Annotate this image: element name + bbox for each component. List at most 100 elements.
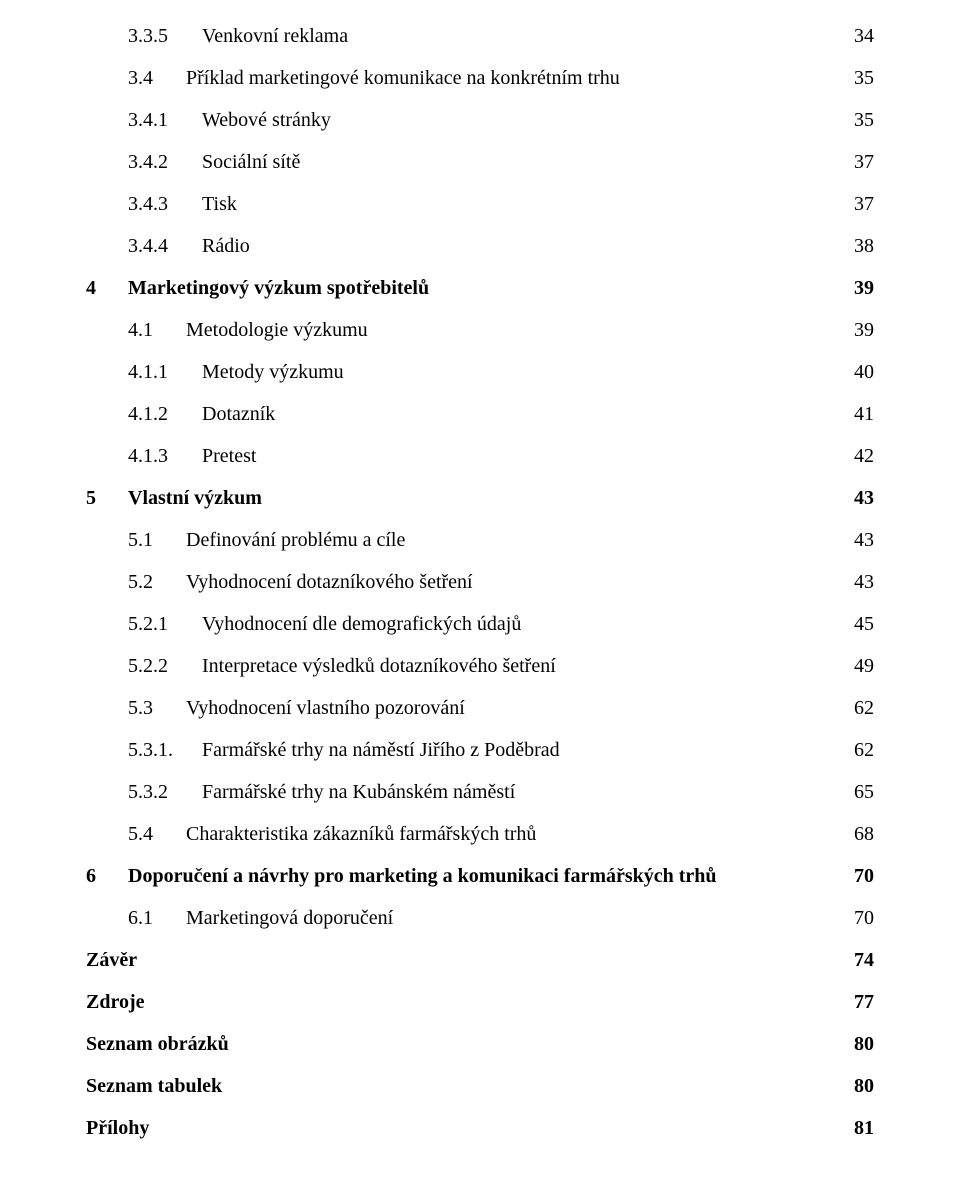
toc-entry-page: 45 [834, 614, 874, 634]
toc-entry: Přílohy 81 [86, 1118, 874, 1138]
toc-entry-page: 68 [834, 824, 874, 844]
toc-entry-title: Vlastní výzkum [128, 488, 262, 508]
toc-entry-title: Závěr [86, 950, 137, 970]
toc-entry: 5.1Definování problému a cíle 43 [86, 530, 874, 550]
toc-entry-left: 4.1Metodologie výzkumu [86, 320, 368, 340]
toc-entry-title: Webové stránky [202, 110, 331, 130]
toc-entry-page: 77 [834, 992, 874, 1012]
toc-entry-title: Definování problému a cíle [186, 530, 405, 550]
toc-entry-page: 81 [834, 1118, 874, 1138]
toc-entry-title: Charakteristika zákazníků farmářských tr… [186, 824, 536, 844]
toc-entry-page: 74 [834, 950, 874, 970]
toc-entry-left: 6.1Marketingová doporučení [86, 908, 393, 928]
toc-entry-title: Vyhodnocení dotazníkového šetření [186, 572, 473, 592]
toc-entry-left: 5.4Charakteristika zákazníků farmářských… [86, 824, 536, 844]
toc-entry: 5.4Charakteristika zákazníků farmářských… [86, 824, 874, 844]
toc-entry-left: 5.3.1.Farmářské trhy na náměstí Jiřího z… [86, 740, 560, 760]
toc-entry-page: 37 [834, 194, 874, 214]
toc-entry-title: Doporučení a návrhy pro marketing a komu… [128, 866, 717, 886]
toc-entry-title: Dotazník [202, 404, 275, 424]
toc-entry: 3.4.3Tisk 37 [86, 194, 874, 214]
toc-entry-left: 3.4Příklad marketingové komunikace na ko… [86, 68, 620, 88]
toc-entry: 5.2Vyhodnocení dotazníkového šetření43 [86, 572, 874, 592]
toc-entry-left: 4.1.3Pretest [86, 446, 256, 466]
toc-entry-page: 62 [834, 698, 874, 718]
toc-entry-title: Tisk [202, 194, 237, 214]
toc-entry-title: Sociální sítě [202, 152, 300, 172]
toc-entry-left: 3.4.4Rádio [86, 236, 250, 256]
toc-entry-page: 80 [834, 1034, 874, 1054]
toc-entry-title: Seznam tabulek [86, 1076, 222, 1096]
toc-entry: 5.3.2Farmářské trhy na Kubánském náměstí… [86, 782, 874, 802]
toc-entry-title: Farmářské trhy na Kubánském náměstí [202, 782, 515, 802]
toc-entry: 6Doporučení a návrhy pro marketing a kom… [86, 866, 874, 886]
toc-entry-left: 3.4.2Sociální sítě [86, 152, 300, 172]
toc-entry-page: 39 [834, 320, 874, 340]
toc-entry-number: 5 [86, 488, 128, 508]
toc-entry-left: Seznam tabulek [86, 1076, 222, 1096]
toc-entry-number: 3.3.5 [128, 26, 202, 46]
toc-entry-page: 70 [834, 908, 874, 928]
toc-entry-number: 5.2.1 [128, 614, 202, 634]
toc-entry-number: 5.1 [128, 530, 186, 550]
toc-entry-number: 4.1.1 [128, 362, 202, 382]
toc-entry-number: 5.2 [128, 572, 186, 592]
toc-entry: 4.1.3Pretest42 [86, 446, 874, 466]
toc-entry-title: Marketingová doporučení [186, 908, 393, 928]
toc-entry-number: 5.3.2 [128, 782, 202, 802]
toc-entry: 5.3Vyhodnocení vlastního pozorování 62 [86, 698, 874, 718]
toc-entry-title: Interpretace výsledků dotazníkového šetř… [202, 656, 556, 676]
toc-entry-left: 5.2Vyhodnocení dotazníkového šetření [86, 572, 473, 592]
toc-entry-number: 3.4.2 [128, 152, 202, 172]
toc-entry-title: Vyhodnocení dle demografických údajů [202, 614, 521, 634]
toc-entry-number: 4.1.3 [128, 446, 202, 466]
toc-entry-title: Metodologie výzkumu [186, 320, 368, 340]
toc-entry-left: 4.1.1Metody výzkumu [86, 362, 344, 382]
toc-entry-page: 34 [834, 26, 874, 46]
toc-entry-number: 5.2.2 [128, 656, 202, 676]
toc-entry-left: Přílohy [86, 1118, 149, 1138]
toc-entry: Seznam obrázků 80 [86, 1034, 874, 1054]
toc-entry-title: Farmářské trhy na náměstí Jiřího z Poděb… [202, 740, 560, 760]
toc-entry-page: 49 [834, 656, 874, 676]
toc-entry-number: 6.1 [128, 908, 186, 928]
toc-entry: 4.1.2Dotazník41 [86, 404, 874, 424]
toc-entry-title: Vyhodnocení vlastního pozorování [186, 698, 465, 718]
toc-entry-title: Seznam obrázků [86, 1034, 229, 1054]
toc-entry-title: Venkovní reklama [202, 26, 348, 46]
toc-entry-left: 6Doporučení a návrhy pro marketing a kom… [86, 866, 717, 886]
toc-entry-title: Přílohy [86, 1118, 149, 1138]
toc-entry-left: 5.1Definování problému a cíle [86, 530, 405, 550]
toc-entry: 4.1.1Metody výzkumu 40 [86, 362, 874, 382]
toc-entry: 3.4.4Rádio 38 [86, 236, 874, 256]
toc-entry-title: Rádio [202, 236, 250, 256]
toc-entry-number: 5.4 [128, 824, 186, 844]
toc-entry-left: Závěr [86, 950, 137, 970]
toc-entry: 5Vlastní výzkum 43 [86, 488, 874, 508]
toc-entry-left: 5.2.2Interpretace výsledků dotazníkového… [86, 656, 556, 676]
toc-entry-number: 5.3 [128, 698, 186, 718]
toc-entry-page: 43 [834, 488, 874, 508]
toc-entry: Seznam tabulek80 [86, 1076, 874, 1096]
toc-entry: 3.4Příklad marketingové komunikace na ko… [86, 68, 874, 88]
toc-entry-page: 70 [834, 866, 874, 886]
toc-entry-page: 40 [834, 362, 874, 382]
toc-entry-number: 5.3.1. [128, 740, 202, 760]
toc-entry: 5.2.2Interpretace výsledků dotazníkového… [86, 656, 874, 676]
toc-entry-page: 38 [834, 236, 874, 256]
toc-entry-number: 3.4.1 [128, 110, 202, 130]
toc-entry-page: 43 [834, 530, 874, 550]
toc-entry-page: 35 [834, 68, 874, 88]
toc-entry: Zdroje77 [86, 992, 874, 1012]
toc-entry-number: 4.1 [128, 320, 186, 340]
toc-entry: 3.4.2Sociální sítě37 [86, 152, 874, 172]
toc-entry-title: Příklad marketingové komunikace na konkr… [186, 68, 620, 88]
toc-entry-left: 5Vlastní výzkum [86, 488, 262, 508]
toc-entry-number: 3.4.4 [128, 236, 202, 256]
table-of-contents: 3.3.5Venkovní reklama 34 3.4Příklad market… [86, 26, 874, 1138]
toc-entry-number: 3.4 [128, 68, 186, 88]
toc-entry-left: 4.1.2Dotazník [86, 404, 275, 424]
toc-entry-number: 3.4.3 [128, 194, 202, 214]
toc-entry-title: Pretest [202, 446, 256, 466]
toc-entry-left: 3.4.1Webové stránky [86, 110, 331, 130]
